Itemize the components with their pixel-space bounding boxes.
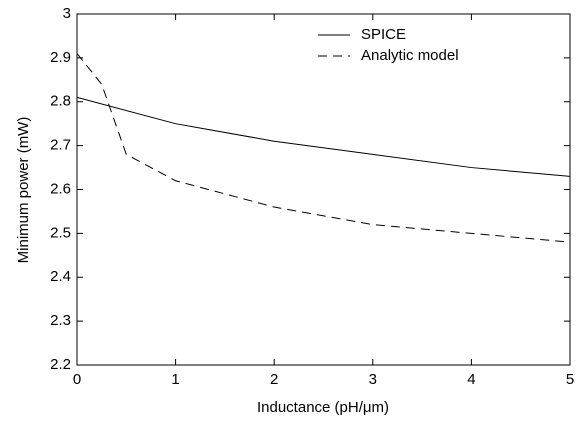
- y-axis-label: Minimum power (mW): [15, 117, 32, 264]
- x-tick-label: 5: [566, 371, 574, 388]
- y-tick-label: 2.5: [50, 224, 71, 241]
- x-tick-label: 3: [369, 371, 377, 388]
- series-line: [76, 96, 571, 177]
- y-tick-label: 2.2: [50, 356, 71, 373]
- y-tick-label: 2.4: [50, 268, 71, 285]
- legend-label: SPICE: [361, 26, 406, 43]
- x-axis-label: Inductance (pH/μm): [257, 399, 389, 416]
- x-tick-label: 2: [270, 371, 278, 388]
- y-tick-label: 2.8: [50, 93, 71, 110]
- y-tick-label: 2.9: [50, 49, 71, 66]
- series-line: [76, 53, 571, 243]
- y-tick-label: 2.6: [50, 180, 71, 197]
- x-tick-label: 1: [171, 371, 179, 388]
- y-tick-label: 3: [63, 5, 71, 22]
- x-tick-label: 4: [467, 371, 475, 388]
- plot-frame: [76, 13, 571, 366]
- legend-label: Analytic model: [361, 47, 459, 64]
- y-tick-label: 2.7: [50, 137, 71, 154]
- x-tick-label: 0: [73, 371, 81, 388]
- y-tick-label: 2.3: [50, 312, 71, 329]
